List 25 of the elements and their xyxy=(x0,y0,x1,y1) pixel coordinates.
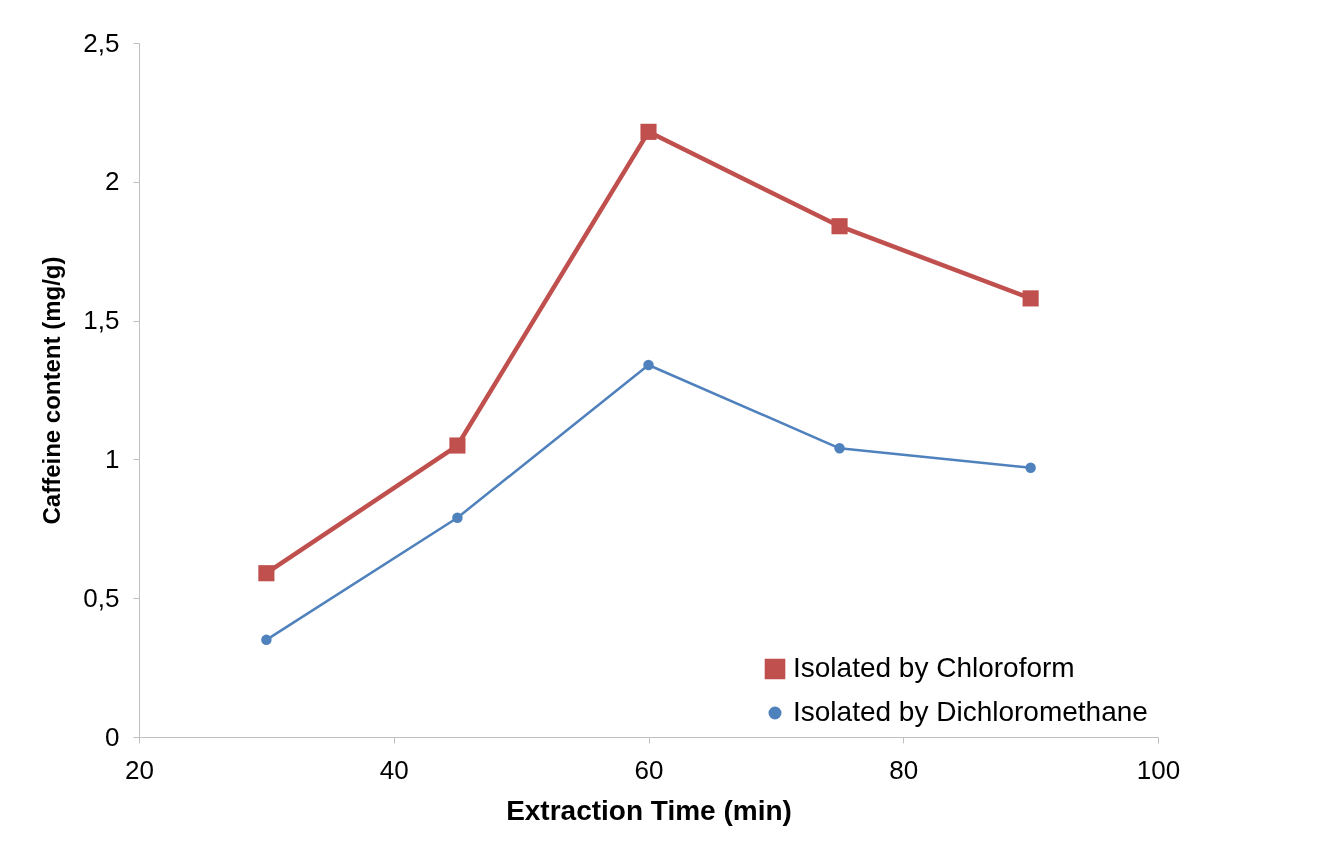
point xyxy=(834,443,845,454)
x-axis-title: Extraction Time (min) xyxy=(506,794,792,826)
point xyxy=(261,634,272,646)
point xyxy=(1022,290,1039,307)
point xyxy=(258,565,275,582)
legend-label: Isolated by Chloroform xyxy=(793,652,1075,683)
y-tick-label: 0,5 xyxy=(83,582,120,613)
point xyxy=(643,359,654,371)
point xyxy=(1025,462,1036,473)
x-tick-label: 20 xyxy=(125,754,154,785)
x-tick-label: 60 xyxy=(634,754,664,785)
y-tick-label: 1,5 xyxy=(83,305,120,336)
y-tick-label: 0 xyxy=(105,721,120,752)
point xyxy=(640,123,657,140)
point xyxy=(449,437,466,454)
x-tick-label: 100 xyxy=(1136,754,1181,785)
y-tick-label: 1 xyxy=(105,443,120,474)
y-axis-title: Caffeine content (mg/g) xyxy=(38,256,66,525)
legend-label: Isolated by Dichloromethane xyxy=(793,696,1148,727)
point xyxy=(452,512,463,523)
y-tick-label: 2,5 xyxy=(83,27,120,58)
point xyxy=(831,218,848,235)
y-tick-label: 2 xyxy=(105,166,120,197)
x-tick-label: 40 xyxy=(379,754,409,785)
x-tick-label: 80 xyxy=(889,754,919,785)
